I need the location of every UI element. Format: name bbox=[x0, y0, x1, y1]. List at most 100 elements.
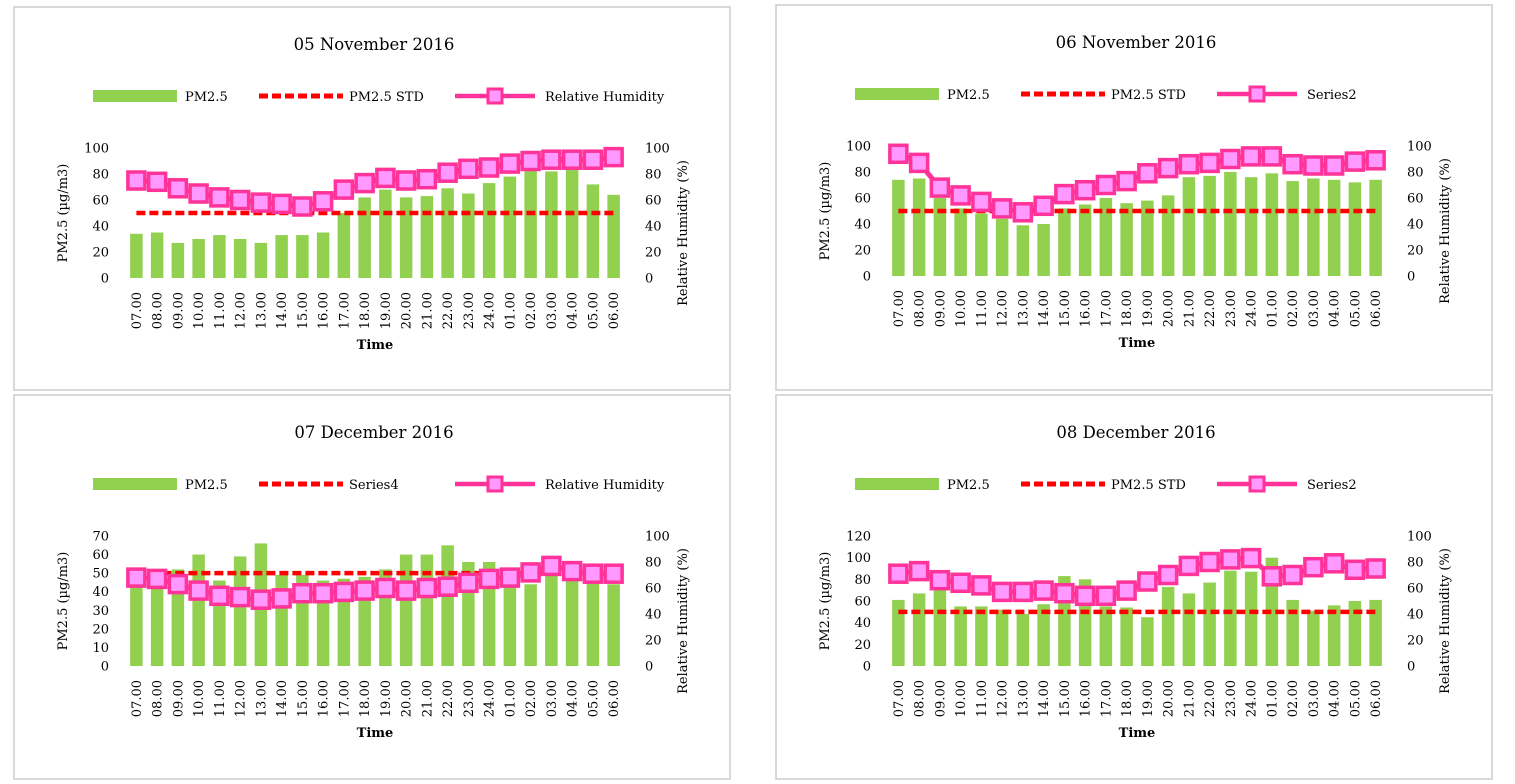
x-tick-label: 01.00 bbox=[503, 680, 518, 717]
humidity-marker bbox=[375, 167, 396, 189]
x-tick-label: 11.00 bbox=[213, 292, 228, 329]
pm25-bar bbox=[1244, 571, 1258, 666]
humidity-marker bbox=[250, 192, 272, 213]
humidity-marker bbox=[126, 567, 147, 588]
humidity-marker bbox=[271, 193, 292, 215]
humidity-marker bbox=[1116, 580, 1137, 601]
pm25-bar bbox=[912, 593, 926, 666]
x-tick-label: 24.00 bbox=[1245, 290, 1260, 327]
humidity-marker bbox=[1303, 556, 1324, 578]
legend-label: PM2.5 bbox=[185, 478, 228, 493]
x-tick-label: 14.00 bbox=[275, 292, 290, 329]
humidity-marker bbox=[1033, 195, 1054, 217]
humidity-marker bbox=[1240, 547, 1262, 569]
pm25-bar bbox=[482, 183, 496, 278]
pm25-bar bbox=[1078, 204, 1092, 276]
x-tick-label: 19.00 bbox=[379, 292, 394, 329]
x-tick-label: 10.00 bbox=[192, 680, 207, 717]
y2-tick-label: 60 bbox=[1407, 582, 1424, 597]
humidity-marker bbox=[971, 191, 992, 213]
x-tick-label: 08.00 bbox=[151, 680, 166, 717]
y2-axis-title: Relative Humidity (%) bbox=[1438, 158, 1453, 304]
x-tick-label: 15.00 bbox=[296, 292, 311, 329]
humidity-marker bbox=[929, 177, 951, 198]
humidity-marker bbox=[354, 580, 375, 601]
x-tick-label: 10.00 bbox=[192, 292, 207, 329]
humidity-marker bbox=[1323, 155, 1345, 176]
humidity-marker bbox=[1282, 564, 1303, 586]
x-tick-label: 20.00 bbox=[1162, 680, 1177, 717]
humidity-marker bbox=[561, 560, 583, 582]
x-tick-label: 12.00 bbox=[234, 292, 249, 329]
humidity-marker bbox=[1282, 153, 1303, 175]
pm25-bar bbox=[995, 218, 1009, 276]
humidity-marker bbox=[1365, 150, 1386, 171]
x-tick-label: 06.00 bbox=[1369, 290, 1384, 327]
y-tick-label: 70 bbox=[92, 530, 109, 545]
y2-axis-title: Relative Humidity (%) bbox=[1438, 548, 1453, 694]
x-tick-label: 12.00 bbox=[996, 680, 1011, 717]
humidity-marker bbox=[541, 149, 562, 170]
y2-tick-label: 40 bbox=[1407, 218, 1424, 233]
pm25-bar bbox=[607, 584, 620, 666]
humidity-marker bbox=[561, 149, 583, 170]
y-axis-title: PM2.5 (µg/m3) bbox=[818, 162, 833, 261]
humidity-marker bbox=[991, 198, 1013, 219]
legend-label: PM2.5 STD bbox=[1111, 88, 1186, 103]
x-tick-label: 08.00 bbox=[913, 680, 928, 717]
humidity-marker bbox=[188, 183, 209, 204]
pm25-bar bbox=[975, 606, 988, 666]
x-tick-label: 13.00 bbox=[254, 292, 269, 329]
humidity-marker bbox=[395, 580, 417, 601]
pm25-bar bbox=[1141, 617, 1154, 666]
x-tick-label: 09.00 bbox=[933, 290, 948, 327]
pm25-bar bbox=[150, 232, 164, 278]
x-tick-label: 24.00 bbox=[483, 680, 498, 717]
humidity-marker bbox=[1220, 549, 1241, 570]
chart-panel-1: 05 November 2016 PM2.5 PM2.5 STD Relative H… bbox=[13, 6, 731, 391]
x-tick-label: 12.00 bbox=[996, 290, 1011, 327]
humidity-marker bbox=[167, 573, 189, 595]
y2-tick-label: 40 bbox=[1407, 608, 1424, 623]
y2-tick-label: 60 bbox=[645, 194, 662, 209]
pm25-bar bbox=[1141, 200, 1154, 276]
legend-swatch-humidity-marker bbox=[1248, 475, 1266, 493]
pm25-bar bbox=[1307, 178, 1320, 276]
y2-tick-label: 0 bbox=[645, 272, 653, 287]
humidity-marker bbox=[333, 581, 355, 603]
x-tick-label: 06.00 bbox=[607, 680, 622, 717]
y2-tick-label: 0 bbox=[1407, 660, 1415, 675]
pm25-bar bbox=[1099, 198, 1113, 276]
y-tick-label: 40 bbox=[92, 220, 109, 235]
humidity-marker bbox=[1261, 146, 1283, 167]
pm25-bar bbox=[524, 584, 537, 666]
pm25-bar bbox=[1182, 593, 1196, 666]
y-tick-label: 80 bbox=[854, 166, 871, 181]
pm25-bar bbox=[1203, 175, 1216, 276]
pm25-bar bbox=[1161, 586, 1175, 666]
x-tick-label: 16.00 bbox=[317, 680, 332, 717]
pm25-bar bbox=[441, 545, 454, 666]
chart-title: 06 November 2016 bbox=[1056, 33, 1217, 52]
y-tick-label: 60 bbox=[854, 192, 871, 207]
x-tick-label: 24.00 bbox=[1245, 680, 1260, 717]
humidity-marker bbox=[375, 577, 396, 599]
y-tick-label: 60 bbox=[854, 595, 871, 610]
x-tick-label: 07.00 bbox=[130, 292, 145, 329]
y2-tick-label: 20 bbox=[1407, 634, 1424, 649]
humidity-marker bbox=[437, 576, 458, 597]
y2-tick-label: 0 bbox=[645, 660, 653, 675]
humidity-marker bbox=[209, 187, 230, 208]
x-tick-label: 04.00 bbox=[1328, 290, 1343, 327]
y2-tick-label: 60 bbox=[1407, 192, 1424, 207]
x-tick-label: 05.00 bbox=[1348, 680, 1363, 717]
legend-label: PM2.5 STD bbox=[1111, 478, 1186, 493]
humidity-marker bbox=[458, 158, 479, 180]
humidity-marker bbox=[1074, 585, 1096, 607]
y2-tick-label: 100 bbox=[1407, 140, 1432, 155]
humidity-marker bbox=[312, 582, 334, 604]
pm25-bar bbox=[358, 197, 371, 278]
pm25-bar bbox=[275, 235, 288, 278]
x-tick-label: 02.00 bbox=[524, 680, 539, 717]
pm25-bar bbox=[565, 168, 579, 278]
